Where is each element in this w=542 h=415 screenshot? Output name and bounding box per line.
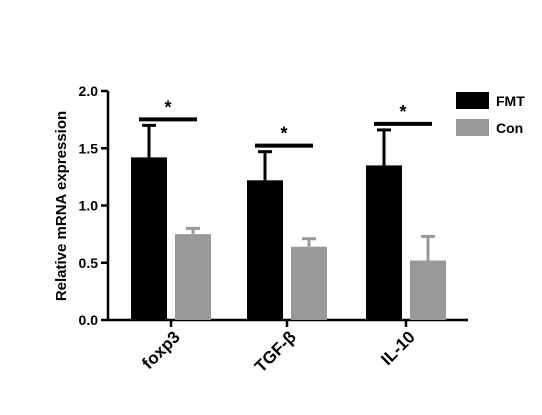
- bar-fmt: [247, 180, 283, 320]
- y-axis-title: Relative mRNA expression: [53, 111, 70, 301]
- y-tick-label: 1.5: [79, 140, 99, 156]
- significance-star: *: [164, 97, 171, 117]
- bars-group: [131, 123, 446, 320]
- bar-fmt: [131, 157, 167, 320]
- y-tick-label: 2.0: [79, 83, 99, 99]
- x-tick-label: TGF-β: [251, 327, 300, 376]
- x-tick-label: IL-10: [377, 327, 418, 368]
- y-tick-label: 0.0: [79, 312, 99, 328]
- legend-swatch-fmt: [456, 92, 489, 109]
- significance-group: * * *: [139, 97, 432, 148]
- bar-fmt: [366, 165, 402, 320]
- significance-star: *: [280, 124, 287, 144]
- legend-swatch-con: [456, 119, 489, 136]
- bar-con: [410, 260, 446, 320]
- bar-con: [291, 246, 327, 320]
- y-tick-label: 0.5: [79, 255, 99, 271]
- legend-label-con: Con: [496, 120, 523, 136]
- significance-star: *: [399, 102, 406, 122]
- bar-con: [175, 234, 211, 320]
- legend-label-fmt: FMT: [496, 93, 525, 109]
- x-tick-label: foxp3: [138, 327, 183, 372]
- y-tick-label: 1.0: [79, 198, 99, 214]
- legend: FMT Con: [456, 92, 525, 136]
